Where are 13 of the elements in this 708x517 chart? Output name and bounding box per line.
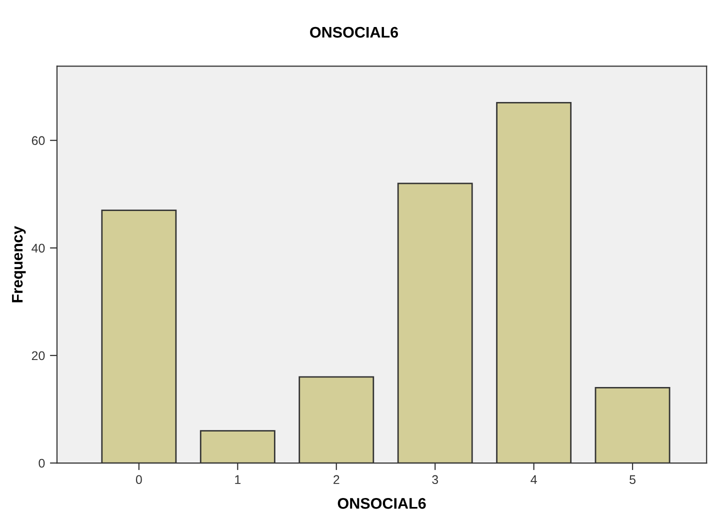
x-tick-label: 3: [432, 475, 438, 484]
chart-title: ONSOCIAL6: [310, 26, 398, 38]
y-tick-label: 0: [38, 458, 45, 468]
y-axis-title: Frequency: [12, 226, 26, 302]
x-tick-label: 0: [136, 475, 142, 484]
y-tick-label: 60: [32, 136, 45, 146]
x-tick-label: 5: [630, 475, 636, 484]
x-tick-label: 1: [235, 475, 241, 484]
x-tick-label: 4: [530, 475, 537, 484]
x-tick-label: 2: [334, 475, 340, 484]
y-tick-label: 20: [32, 351, 45, 360]
y-tick-label: 40: [32, 244, 45, 253]
x-axis-title: ONSOCIAL6: [338, 498, 426, 509]
